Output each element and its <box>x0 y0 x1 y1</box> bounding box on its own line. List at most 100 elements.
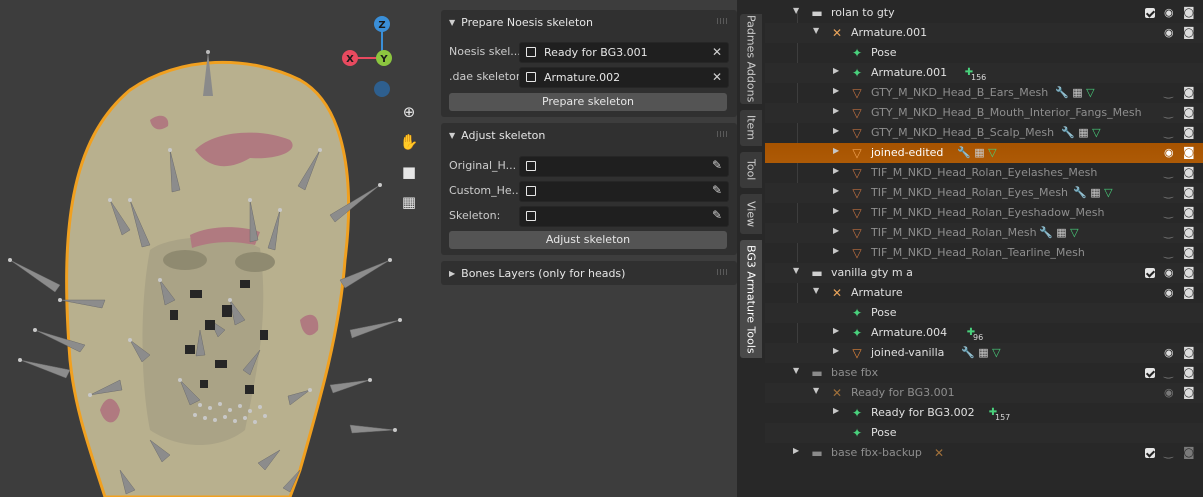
outliner-row-armature[interactable]: ▼ ✕ Armature ◉ ◙ <box>765 283 1203 303</box>
prepare-panel-header[interactable]: ▼ Prepare Noesis skeleton <box>441 10 737 34</box>
outliner-row-mesh[interactable]: ▶ ▽ TIF_M_NKD_Head_Rolan_Eyes_Mesh 🔧 ▦ ▽… <box>765 183 1203 203</box>
bones-panel-header[interactable]: ▶ Bones Layers (only for heads) <box>441 261 737 285</box>
grid-icon[interactable]: ▦ <box>401 193 417 211</box>
skeleton-field[interactable]: ✎ <box>519 206 729 227</box>
camera-render-icon[interactable]: ◙ <box>1183 5 1195 19</box>
outliner-row-armature[interactable]: ▼ ✕ Armature.001 ◉ ◙ <box>765 23 1203 43</box>
expand-right-icon[interactable]: ▶ <box>833 326 840 335</box>
prepare-skeleton-button[interactable]: Prepare skeleton <box>449 93 727 111</box>
eye-closed-icon[interactable]: ‿ <box>1164 206 1173 219</box>
camera-render-icon[interactable]: ◙ <box>1183 365 1195 379</box>
hand-pan-icon[interactable]: ✋ <box>399 133 419 151</box>
eye-icon[interactable]: ◉ <box>1164 346 1174 359</box>
expand-right-icon[interactable]: ▶ <box>833 246 840 255</box>
eye-icon[interactable]: ◉ <box>1164 6 1174 19</box>
expand-down-icon[interactable]: ▼ <box>813 286 820 295</box>
tab-padmes-addons[interactable]: Padmes Addons <box>740 14 762 104</box>
expand-right-icon[interactable]: ▶ <box>833 86 840 95</box>
clear-icon[interactable]: ✕ <box>711 70 722 84</box>
expand-right-icon[interactable]: ▶ <box>833 146 840 155</box>
eye-closed-icon[interactable]: ‿ <box>1164 166 1173 179</box>
noesis-skeleton-field[interactable]: Ready for BG3.001 ✕ <box>519 42 729 63</box>
eye-closed-icon[interactable]: ‿ <box>1164 106 1173 119</box>
adjust-skeleton-button[interactable]: Adjust skeleton <box>449 231 727 249</box>
outliner-row-mesh[interactable]: ▶ ▽ TIF_M_NKD_Head_Rolan_Tearline_Mesh ‿… <box>765 243 1203 263</box>
eyedropper-icon[interactable]: ✎ <box>711 183 722 197</box>
camera-render-icon[interactable]: ◙ <box>1183 285 1195 299</box>
camera-render-icon[interactable]: ◙ <box>1183 265 1195 279</box>
tab-tool[interactable]: Tool <box>740 152 762 188</box>
exclude-checkbox[interactable] <box>1145 368 1155 378</box>
camera-render-icon[interactable]: ◙ <box>1183 245 1195 259</box>
original-head-field[interactable]: ✎ <box>519 156 729 177</box>
expand-right-icon[interactable]: ▶ <box>793 446 800 455</box>
tab-bg3-armature-tools[interactable]: BG3 Armature Tools <box>740 240 762 358</box>
camera-render-icon[interactable]: ◙ <box>1183 105 1195 119</box>
outliner-row-pose[interactable]: ✦ Pose <box>765 423 1203 443</box>
exclude-checkbox[interactable] <box>1145 8 1155 18</box>
camera-icon[interactable]: ■ <box>401 163 417 181</box>
eyedropper-icon[interactable]: ✎ <box>711 208 722 222</box>
outliner-row-armature-data[interactable]: ▶ ✦ Armature.004 ✚ 96 <box>765 323 1203 343</box>
camera-render-icon[interactable]: ◙ <box>1183 345 1195 359</box>
outliner-row-mesh[interactable]: ▶ ▽ TIF_M_NKD_Head_Rolan_Eyeshadow_Mesh … <box>765 203 1203 223</box>
eye-closed-icon[interactable]: ‿ <box>1164 226 1173 239</box>
camera-render-icon[interactable]: ◙ <box>1183 185 1195 199</box>
eye-icon[interactable]: ◉ <box>1164 146 1174 159</box>
expand-right-icon[interactable]: ▶ <box>833 206 840 215</box>
eye-closed-icon[interactable]: ‿ <box>1164 186 1173 199</box>
custom-head-field[interactable]: ✎ <box>519 181 729 202</box>
outliner-row-pose[interactable]: ✦ Pose <box>765 43 1203 63</box>
eye-closed-icon[interactable]: ‿ <box>1164 246 1173 259</box>
expand-right-icon[interactable]: ▶ <box>833 166 840 175</box>
eye-closed-icon[interactable]: ‿ <box>1164 366 1173 379</box>
drag-grip-icon[interactable] <box>717 18 729 24</box>
outliner-row-mesh[interactable]: ▶ ▽ GTY_M_NKD_Head_B_Ears_Mesh 🔧 ▦ ▽ ‿ ◙ <box>765 83 1203 103</box>
camera-render-icon[interactable]: ◙ <box>1183 445 1195 459</box>
outliner-row-mesh[interactable]: ▶ ▽ joined-vanilla 🔧 ▦ ▽ ◉ ◙ <box>765 343 1203 363</box>
camera-render-icon[interactable]: ◙ <box>1183 205 1195 219</box>
outliner-row-collection[interactable]: ▼ ▬ base fbx ‿ ◙ <box>765 363 1203 383</box>
eye-closed-icon[interactable]: ‿ <box>1164 126 1173 139</box>
outliner-row-mesh[interactable]: ▶ ▽ GTY_M_NKD_Head_B_Scalp_Mesh 🔧 ▦ ▽ ‿ … <box>765 123 1203 143</box>
expand-right-icon[interactable]: ▶ <box>833 226 840 235</box>
camera-render-icon[interactable]: ◙ <box>1183 165 1195 179</box>
expand-right-icon[interactable]: ▶ <box>833 406 840 415</box>
eye-icon[interactable]: ◉ <box>1164 386 1174 399</box>
expand-right-icon[interactable]: ▶ <box>833 346 840 355</box>
expand-down-icon[interactable]: ▼ <box>793 266 800 275</box>
camera-render-icon[interactable]: ◙ <box>1183 125 1195 139</box>
expand-down-icon[interactable]: ▼ <box>813 386 820 395</box>
eye-icon[interactable]: ◉ <box>1164 286 1174 299</box>
expand-right-icon[interactable]: ▶ <box>833 66 840 75</box>
eyedropper-icon[interactable]: ✎ <box>711 158 722 172</box>
camera-render-icon[interactable]: ◙ <box>1183 385 1195 399</box>
camera-render-icon[interactable]: ◙ <box>1183 145 1195 159</box>
navigation-gizmo[interactable]: Z X Y <box>336 10 436 102</box>
outliner-row-armature[interactable]: ▼ ✕ Ready for BG3.001 ◉ ◙ <box>765 383 1203 403</box>
expand-right-icon[interactable]: ▶ <box>833 106 840 115</box>
zoom-icon[interactable]: ⊕ <box>402 103 416 121</box>
expand-right-icon[interactable]: ▶ <box>833 126 840 135</box>
expand-down-icon[interactable]: ▼ <box>813 26 820 35</box>
outliner-row-collection[interactable]: ▼ ▬ vanilla gty m a ◉ ◙ <box>765 263 1203 283</box>
outliner-row-armature-data[interactable]: ▶ ✦ Armature.001 ✚ 156 <box>765 63 1203 83</box>
exclude-checkbox[interactable] <box>1145 448 1155 458</box>
drag-grip-icon[interactable] <box>717 269 729 275</box>
camera-render-icon[interactable]: ◙ <box>1183 25 1195 39</box>
exclude-checkbox[interactable] <box>1145 268 1155 278</box>
expand-down-icon[interactable]: ▼ <box>793 366 800 375</box>
eye-closed-icon[interactable]: ‿ <box>1164 86 1173 99</box>
tab-view[interactable]: View <box>740 194 762 234</box>
eye-icon[interactable]: ◉ <box>1164 266 1174 279</box>
expand-down-icon[interactable]: ▼ <box>793 6 800 15</box>
outliner-row-collection[interactable]: ▼ ▬ rolan to gty ◉ ◙ <box>765 3 1203 23</box>
eye-closed-icon[interactable]: ‿ <box>1164 446 1173 459</box>
outliner-row-armature-data[interactable]: ▶ ✦ Ready for BG3.002 ✚ 157 <box>765 403 1203 423</box>
adjust-panel-header[interactable]: ▼ Adjust skeleton <box>441 123 737 147</box>
outliner-row-mesh[interactable]: ▶ ▽ GTY_M_NKD_Head_B_Mouth_Interior_Fang… <box>765 103 1203 123</box>
outliner-row-mesh[interactable]: ▶ ▽ TIF_M_NKD_Head_Rolan_Mesh 🔧 ▦ ▽ ‿ ◙ <box>765 223 1203 243</box>
camera-render-icon[interactable]: ◙ <box>1183 225 1195 239</box>
outliner-row-collection[interactable]: ▶ ▬ base fbx-backup ✕ ‿ ◙ <box>765 443 1203 463</box>
tab-item[interactable]: Item <box>740 110 762 146</box>
